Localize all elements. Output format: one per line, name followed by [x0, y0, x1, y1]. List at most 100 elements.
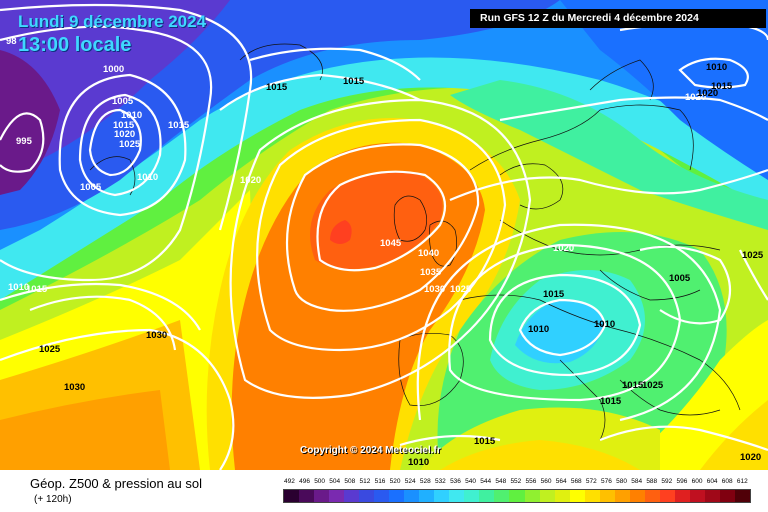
- pressure-label: 1015: [26, 284, 48, 295]
- map-parameter-title: Géop. Z500 & pression au sol: [30, 476, 202, 491]
- color-scale-value: 576: [601, 478, 612, 485]
- color-scale-value: 608: [721, 478, 733, 485]
- pressure-label: 1020: [240, 175, 261, 186]
- pressure-label: 1010: [121, 110, 142, 121]
- pressure-label: 1005: [112, 96, 134, 107]
- color-scale-value: 580: [616, 478, 627, 485]
- color-scale-swatch: [524, 490, 540, 502]
- color-scale-value: 532: [434, 478, 446, 485]
- color-scale-swatch: [614, 490, 630, 502]
- color-scale-swatch: [599, 490, 615, 502]
- color-scale-value: 512: [359, 478, 371, 485]
- pressure-label: 1030: [424, 284, 445, 295]
- color-scale-value: 600: [691, 478, 703, 485]
- pressure-label: 1000: [103, 64, 124, 75]
- color-scale-labels: 492 496 500 504 508 512 516 520 524 528 532 536 540 5…: [283, 478, 753, 488]
- color-scale-swatch: [629, 490, 645, 502]
- pressure-label: 1020: [114, 129, 135, 140]
- z500-band-orange-sw: [0, 390, 170, 470]
- color-scale-value: 536: [450, 478, 461, 485]
- pressure-label: 1010: [594, 319, 615, 330]
- pressure-label: 1010: [528, 324, 549, 335]
- color-scale-swatch: [389, 490, 405, 502]
- color-scale-value: 588: [646, 478, 658, 485]
- color-scale-swatch: [689, 490, 705, 502]
- pressure-label: 1020: [553, 243, 574, 254]
- pressure-label: 1025: [642, 380, 664, 391]
- color-scale-swatch: [734, 490, 750, 502]
- pressure-label: 1005: [669, 273, 691, 284]
- z500-trough-lightblue: [515, 299, 605, 364]
- color-scale-swatch: [449, 490, 465, 502]
- color-scale-value: 568: [570, 478, 582, 485]
- color-scale-swatch: [479, 490, 495, 502]
- z500-band-ne-blue: [560, 0, 768, 180]
- color-scale-swatch: [434, 490, 450, 502]
- z500-se-yellow: [620, 320, 768, 470]
- color-scale-swatch: [329, 490, 345, 502]
- color-scale-swatch: [359, 490, 375, 502]
- color-scale-value: 496: [299, 478, 310, 485]
- pressure-label: 1040: [418, 248, 439, 259]
- z500-band-darkviolet: [0, 50, 60, 195]
- pressure-label: 1020: [697, 88, 718, 99]
- color-scale-value: 528: [419, 478, 431, 485]
- pressure-label: 1025: [450, 284, 472, 295]
- pressure-label: 995: [16, 136, 33, 147]
- color-scale-value: 524: [404, 478, 416, 485]
- color-scale-value: 560: [540, 478, 552, 485]
- pressure-label: 1015: [622, 380, 644, 391]
- color-scale-swatch: [284, 490, 300, 502]
- color-scale-swatch: [569, 490, 585, 502]
- color-scale-swatch: [344, 490, 360, 502]
- color-scale-value: 584: [631, 478, 643, 485]
- pressure-label: 1010: [408, 457, 429, 468]
- pressure-labels: 995 1000 1005 1010 1015 1020 1025 1005 1…: [6, 36, 764, 468]
- color-scale-value: 556: [525, 478, 537, 485]
- pressure-label: 98: [6, 36, 17, 47]
- color-scale-swatch: [374, 490, 390, 502]
- pressure-label: 1015: [711, 81, 733, 92]
- pressure-label: 1030: [64, 382, 85, 393]
- weather-map: 995 1000 1005 1010 1015 1020 1025 1005 1…: [0, 0, 768, 470]
- isobars: [0, 3, 768, 470]
- pressure-label: 1045: [380, 238, 402, 249]
- pressure-label: 1010: [137, 172, 158, 183]
- color-scale-value: 508: [344, 478, 356, 485]
- color-scale-value: 500: [314, 478, 326, 485]
- color-scale-swatch: [299, 490, 315, 502]
- color-scale-value: 516: [374, 478, 386, 485]
- color-scale-swatch: [539, 490, 555, 502]
- color-scale-swatch: [464, 490, 480, 502]
- pressure-label: 1030: [146, 330, 167, 341]
- color-scale-value: 572: [585, 478, 597, 485]
- color-scale-swatch: [644, 490, 660, 502]
- forecast-time-title: 13:00 locale: [18, 34, 132, 56]
- z500-south-orange: [440, 440, 640, 470]
- color-scale-swatch: [419, 490, 435, 502]
- z500-se-lightorange: [700, 400, 768, 470]
- color-scale-swatch: [554, 490, 570, 502]
- pressure-label: 1025: [119, 139, 141, 150]
- color-scale-value: 492: [284, 478, 295, 485]
- pressure-label: 1010: [706, 62, 727, 73]
- color-scale-value: 604: [706, 478, 718, 485]
- pressure-label: 1015: [543, 289, 565, 300]
- pressure-label: 1015: [600, 396, 622, 407]
- color-scale-value: 544: [480, 478, 492, 485]
- forecast-lead-time: (+ 120h): [34, 494, 72, 505]
- pressure-label: 1005: [80, 182, 102, 193]
- color-scale-value: 540: [465, 478, 477, 485]
- color-scale-value: 564: [555, 478, 567, 485]
- color-scale-swatch: [509, 490, 525, 502]
- pressure-label: 1015: [343, 76, 365, 87]
- color-scale-value: 612: [736, 478, 748, 485]
- color-scale-swatch: [584, 490, 600, 502]
- color-scale-value: 520: [389, 478, 401, 485]
- copyright-notice: Copyright © 2024 Meteociel.fr: [300, 445, 441, 456]
- pressure-label: 1015: [266, 82, 288, 93]
- color-scale-value: 504: [329, 478, 341, 485]
- z500-band-violet: [0, 0, 230, 170]
- pressure-label: 1015: [113, 120, 135, 131]
- pressure-label: 1025: [742, 250, 764, 261]
